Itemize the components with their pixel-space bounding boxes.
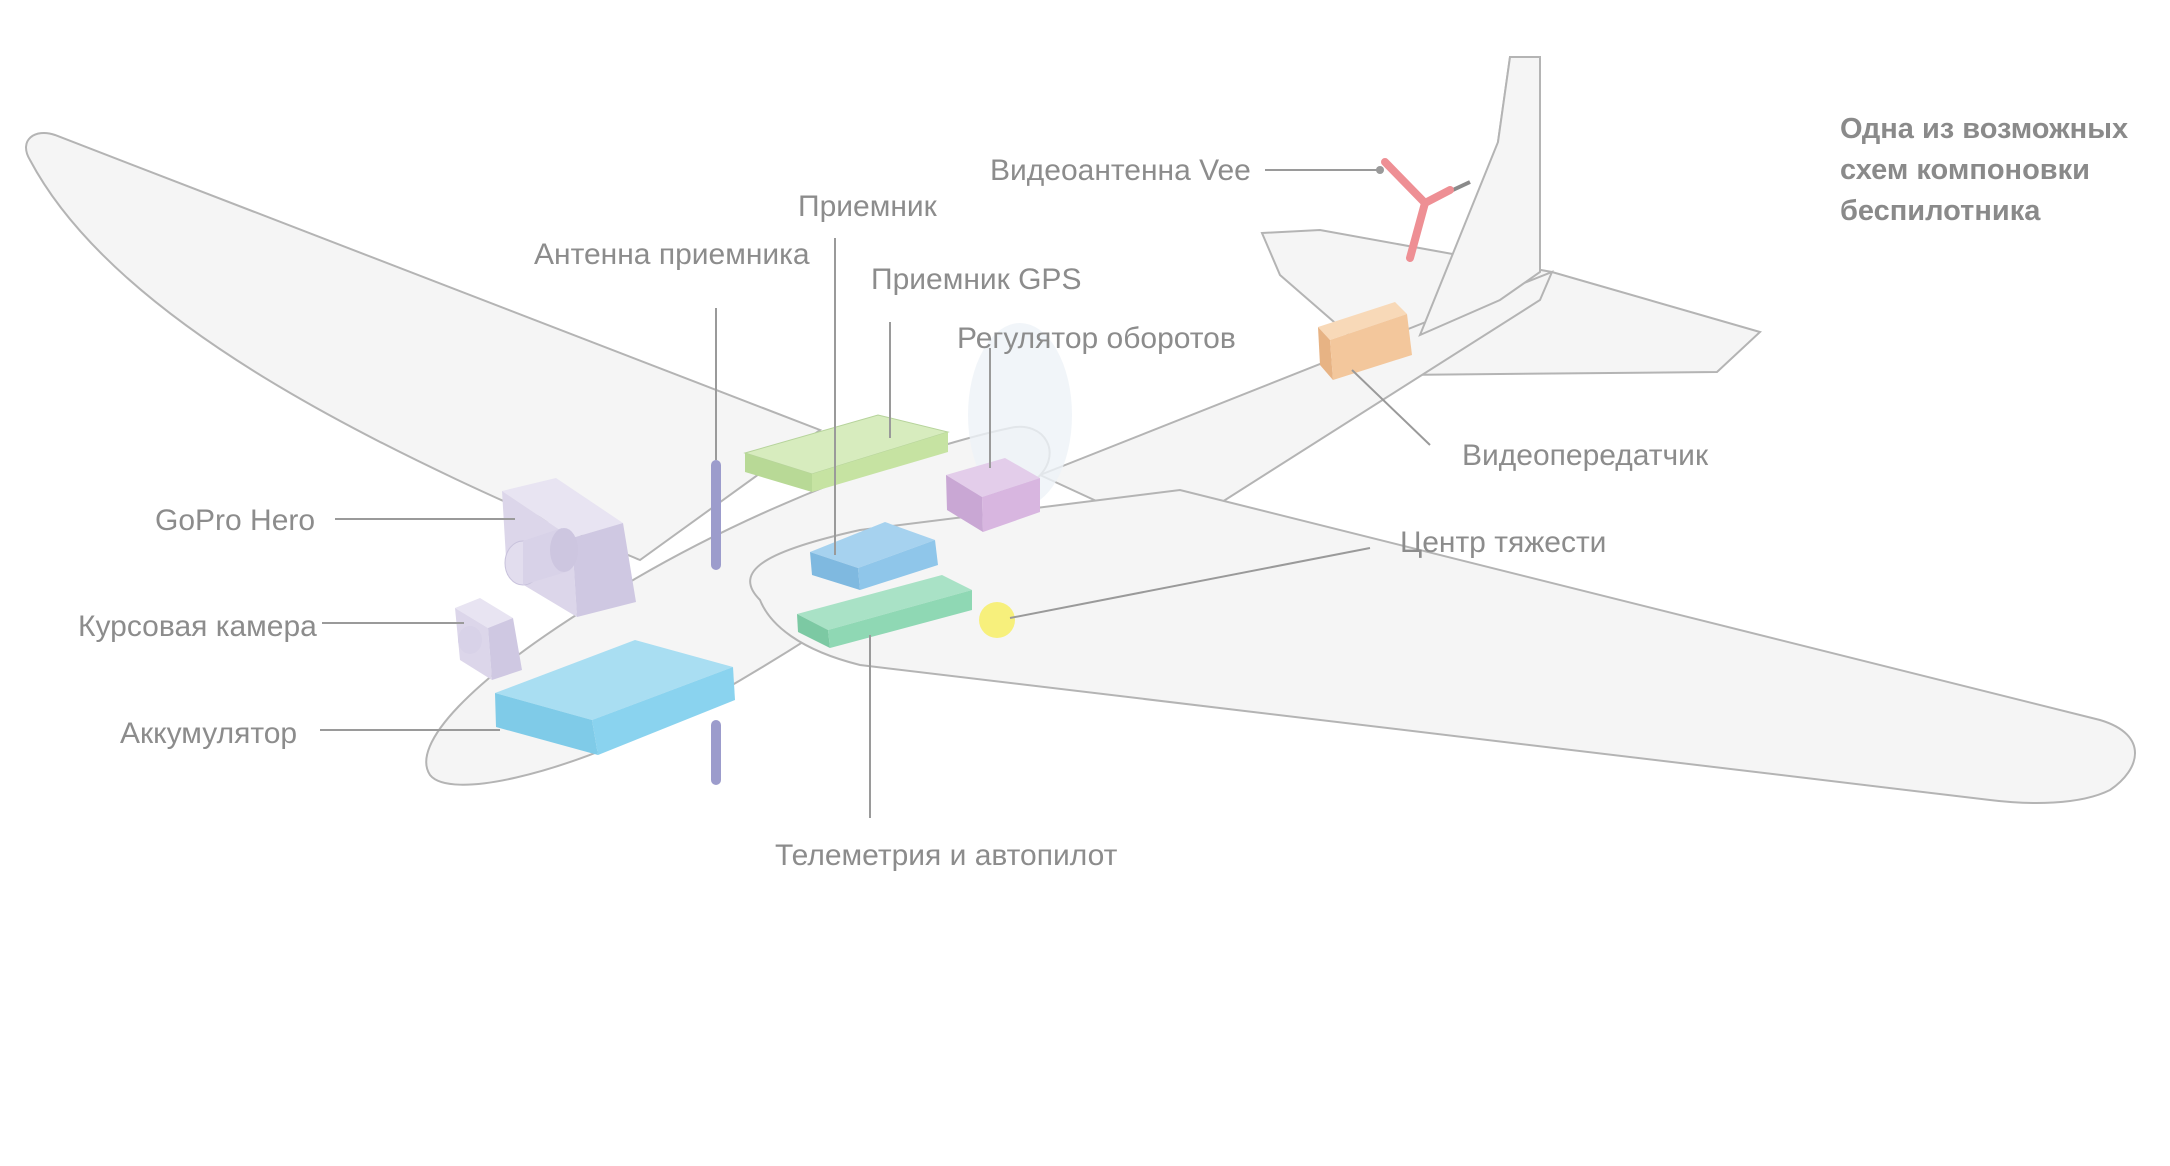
label-video-antenna: Видеоантенна Vee: [990, 154, 1251, 187]
center-of-gravity-dot: [979, 602, 1015, 638]
video-transmitter-module: [1318, 302, 1412, 380]
diagram-title: Одна из возможных схем компоновки беспил…: [1840, 113, 2128, 227]
leader-video-tx: [1351, 369, 1431, 446]
esc-module: [946, 458, 1040, 532]
label-gopro: GoPro Hero: [155, 504, 315, 537]
label-esc: Регулятор оборотов: [957, 322, 1236, 355]
receiver-module: [810, 522, 938, 590]
fin-root: [1418, 56, 1541, 337]
title-line-1: Одна из возможных: [1840, 113, 2128, 145]
label-receiver-antenna: Антенна приемника: [534, 238, 810, 271]
label-telemetry: Телеметрия и автопилот: [775, 839, 1118, 872]
label-battery: Аккумулятор: [120, 717, 297, 750]
label-fpv-camera: Курсовая камера: [78, 610, 317, 643]
gopro-camera: [502, 478, 636, 617]
label-video-tx: Видеопередатчик: [1462, 439, 1709, 472]
right-wing: [749, 488, 2136, 804]
gps-module: [743, 414, 950, 492]
left-wing: [25, 132, 823, 562]
labels: Видеоантенна Vee Приемник Антенна приемн…: [78, 154, 1709, 872]
leader-lines: [320, 166, 1431, 818]
label-receiver: Приемник: [798, 190, 938, 223]
label-gps: Приемник GPS: [871, 263, 1081, 296]
components: [455, 158, 1471, 785]
battery-pack: [495, 640, 735, 755]
leader-dot: [1376, 166, 1384, 174]
telemetry-autopilot-module: [797, 575, 972, 648]
label-cg: Центр тяжести: [1400, 526, 1606, 559]
title-line-3: беспилотника: [1840, 195, 2041, 227]
title-line-2: схем компоновки: [1840, 154, 2090, 186]
leader-cg: [1009, 547, 1371, 619]
vee-antenna: [1381, 158, 1471, 262]
propeller-disk: [968, 323, 1072, 507]
fpv-camera-module: [455, 598, 522, 680]
